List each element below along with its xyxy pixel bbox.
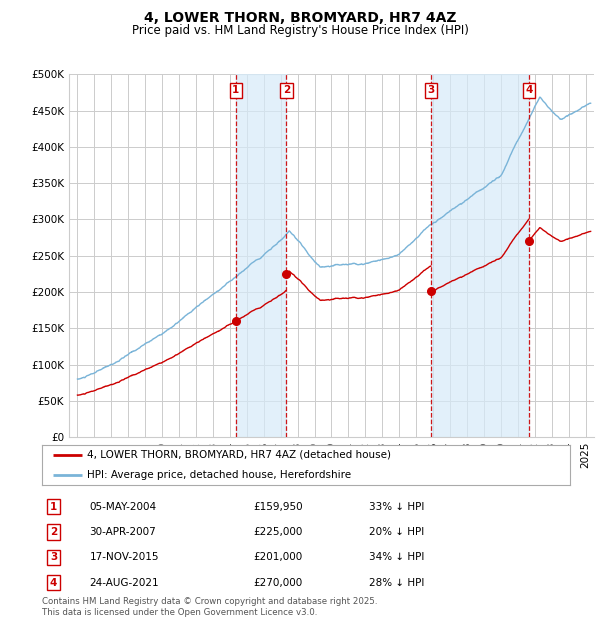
Text: £201,000: £201,000 — [253, 552, 302, 562]
Text: 30-APR-2007: 30-APR-2007 — [89, 527, 156, 537]
Text: £159,950: £159,950 — [253, 502, 303, 512]
Text: 20% ↓ HPI: 20% ↓ HPI — [370, 527, 425, 537]
Text: 33% ↓ HPI: 33% ↓ HPI — [370, 502, 425, 512]
Text: 05-MAY-2004: 05-MAY-2004 — [89, 502, 157, 512]
Text: 34% ↓ HPI: 34% ↓ HPI — [370, 552, 425, 562]
Text: £270,000: £270,000 — [253, 578, 302, 588]
Text: £225,000: £225,000 — [253, 527, 302, 537]
Text: Price paid vs. HM Land Registry's House Price Index (HPI): Price paid vs. HM Land Registry's House … — [131, 24, 469, 37]
Bar — [431, 74, 529, 437]
Text: 4: 4 — [525, 86, 532, 95]
Text: HPI: Average price, detached house, Herefordshire: HPI: Average price, detached house, Here… — [87, 470, 351, 480]
Text: 4, LOWER THORN, BROMYARD, HR7 4AZ: 4, LOWER THORN, BROMYARD, HR7 4AZ — [144, 11, 456, 25]
Bar — [236, 74, 286, 437]
Text: 17-NOV-2015: 17-NOV-2015 — [89, 552, 159, 562]
Text: 2: 2 — [50, 527, 57, 537]
Text: 2: 2 — [283, 86, 290, 95]
Text: 4, LOWER THORN, BROMYARD, HR7 4AZ (detached house): 4, LOWER THORN, BROMYARD, HR7 4AZ (detac… — [87, 450, 391, 459]
Text: 1: 1 — [232, 86, 239, 95]
Text: 3: 3 — [427, 86, 435, 95]
Text: 3: 3 — [50, 552, 57, 562]
Text: 4: 4 — [50, 578, 58, 588]
Text: Contains HM Land Registry data © Crown copyright and database right 2025.
This d: Contains HM Land Registry data © Crown c… — [42, 598, 377, 617]
Text: 24-AUG-2021: 24-AUG-2021 — [89, 578, 159, 588]
Text: 1: 1 — [50, 502, 57, 512]
Text: 28% ↓ HPI: 28% ↓ HPI — [370, 578, 425, 588]
